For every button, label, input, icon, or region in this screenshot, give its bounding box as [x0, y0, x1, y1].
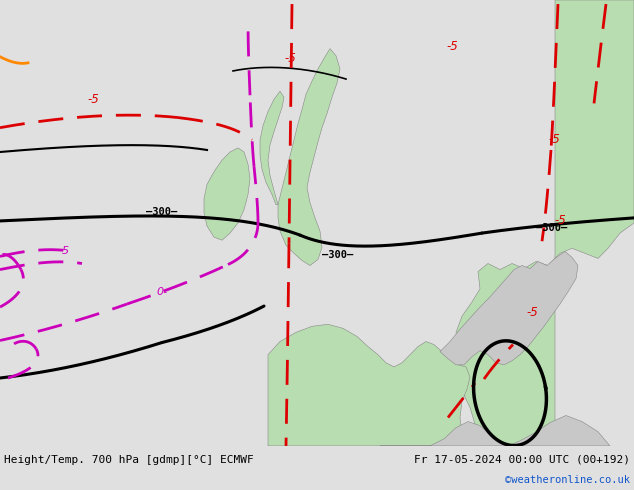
Text: -5: -5 — [446, 40, 458, 53]
Polygon shape — [260, 91, 284, 205]
Polygon shape — [456, 0, 634, 446]
Text: 0-: 0- — [157, 287, 167, 297]
Text: —300—: —300— — [322, 250, 354, 260]
Text: —300—: —300— — [536, 223, 567, 233]
Polygon shape — [204, 148, 250, 240]
Text: -5: -5 — [526, 306, 538, 318]
Text: ©weatheronline.co.uk: ©weatheronline.co.uk — [505, 475, 630, 485]
Text: Fr 17-05-2024 00:00 UTC (00+192): Fr 17-05-2024 00:00 UTC (00+192) — [414, 455, 630, 465]
Polygon shape — [440, 251, 578, 365]
Text: -5: -5 — [554, 215, 566, 227]
Polygon shape — [380, 416, 610, 446]
Text: Height/Temp. 700 hPa [gdmp][°C] ECMWF: Height/Temp. 700 hPa [gdmp][°C] ECMWF — [4, 455, 254, 465]
Polygon shape — [268, 324, 470, 446]
Polygon shape — [278, 49, 340, 266]
Text: 5: 5 — [61, 246, 68, 256]
Text: —300—: —300— — [146, 207, 178, 217]
Text: -5: -5 — [284, 52, 296, 65]
Text: -5: -5 — [548, 133, 560, 147]
Text: -5: -5 — [87, 93, 99, 106]
